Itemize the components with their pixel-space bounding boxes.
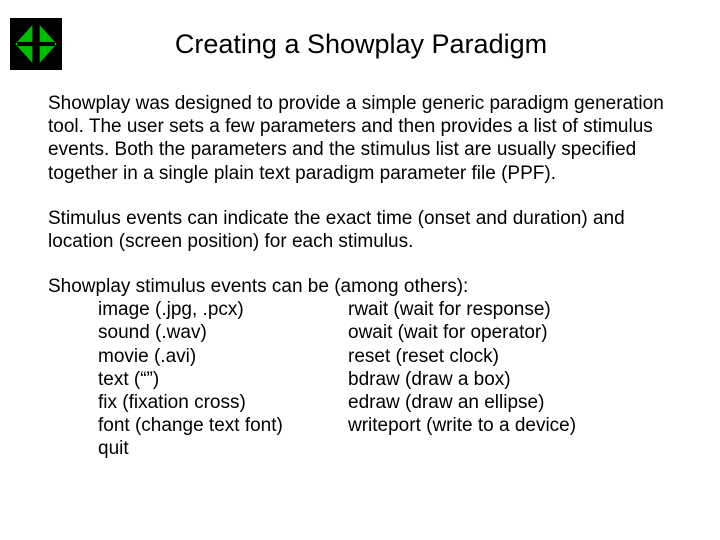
event-column-left: image (.jpg, .pcx) sound (.wav) movie (.… bbox=[98, 298, 348, 460]
event-item: image (.jpg, .pcx) bbox=[98, 298, 348, 321]
slide: Creating a Showplay Paradigm Showplay wa… bbox=[0, 0, 720, 540]
event-item: font (change text font) bbox=[98, 414, 348, 437]
event-item: owait (wait for operator) bbox=[348, 321, 628, 344]
event-item: quit bbox=[98, 437, 348, 460]
event-item: rwait (wait for response) bbox=[348, 298, 628, 321]
event-item: reset (reset clock) bbox=[348, 345, 628, 368]
event-item: edraw (draw an ellipse) bbox=[348, 391, 628, 414]
paragraph-3-lead: Showplay stimulus events can be (among o… bbox=[48, 275, 668, 298]
paragraph-1: Showplay was designed to provide a simpl… bbox=[48, 92, 668, 185]
title-bar: Creating a Showplay Paradigm bbox=[0, 18, 720, 70]
slide-title: Creating a Showplay Paradigm bbox=[62, 29, 720, 60]
event-item: bdraw (draw a box) bbox=[348, 368, 628, 391]
event-item: sound (.wav) bbox=[98, 321, 348, 344]
event-item: fix (fixation cross) bbox=[98, 391, 348, 414]
event-item: text (“”) bbox=[98, 368, 348, 391]
slide-body: Showplay was designed to provide a simpl… bbox=[48, 92, 668, 460]
logo-icon bbox=[10, 18, 62, 70]
event-columns: image (.jpg, .pcx) sound (.wav) movie (.… bbox=[98, 298, 668, 460]
event-item: movie (.avi) bbox=[98, 345, 348, 368]
event-item: writeport (write to a device) bbox=[348, 414, 628, 437]
paragraph-2: Stimulus events can indicate the exact t… bbox=[48, 207, 668, 253]
event-column-right: rwait (wait for response) owait (wait fo… bbox=[348, 298, 628, 460]
